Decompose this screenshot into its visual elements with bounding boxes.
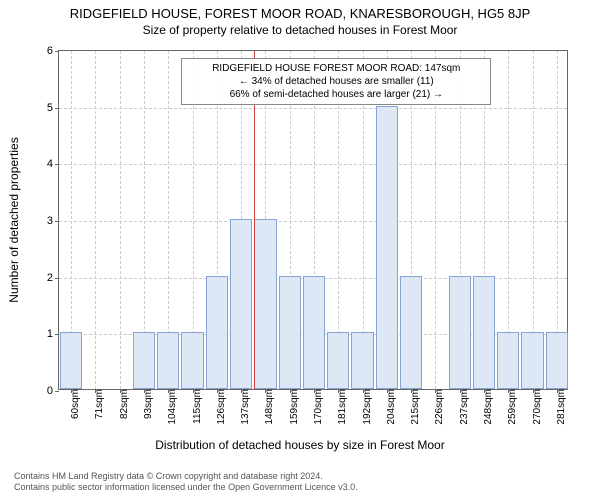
bar (449, 276, 471, 389)
bar (181, 332, 203, 389)
y-axis-label: Number of detached properties (7, 137, 21, 302)
x-tick-label: 226sqm (430, 389, 445, 425)
x-tick-label: 237sqm (455, 389, 470, 425)
annotation-box: RIDGEFIELD HOUSE FOREST MOOR ROAD: 147sq… (181, 58, 491, 105)
bar (254, 219, 276, 389)
x-tick-label: 126sqm (212, 389, 227, 425)
x-tick-label: 93sqm (139, 389, 154, 419)
x-tick-label: 71sqm (90, 389, 105, 419)
bar (521, 332, 543, 389)
bar (206, 276, 228, 389)
y-tick-mark (55, 51, 59, 52)
x-tick-label: 270sqm (528, 389, 543, 425)
y-tick-mark (55, 278, 59, 279)
x-tick-label: 281sqm (552, 389, 567, 425)
page-title: RIDGEFIELD HOUSE, FOREST MOOR ROAD, KNAR… (0, 0, 600, 21)
bar (60, 332, 82, 389)
y-tick-mark (55, 164, 59, 165)
x-axis-label: Distribution of detached houses by size … (0, 438, 600, 452)
bar (303, 276, 325, 389)
y-tick-mark (55, 221, 59, 222)
bar (327, 332, 349, 389)
x-tick-label: 159sqm (285, 389, 300, 425)
x-tick-label: 181sqm (333, 389, 348, 425)
footer-line-1: Contains HM Land Registry data © Crown c… (14, 471, 358, 483)
x-tick-label: 148sqm (260, 389, 275, 425)
bar (230, 219, 252, 389)
bar (473, 276, 495, 389)
grid-line-h (59, 108, 567, 109)
x-tick-label: 215sqm (406, 389, 421, 425)
y-tick-mark (55, 334, 59, 335)
page-subtitle: Size of property relative to detached ho… (0, 21, 600, 37)
y-tick-mark (55, 391, 59, 392)
x-tick-label: 204sqm (382, 389, 397, 425)
footer-attribution: Contains HM Land Registry data © Crown c… (14, 471, 358, 494)
bar (376, 106, 398, 389)
x-tick-label: 104sqm (163, 389, 178, 425)
x-tick-label: 115sqm (188, 389, 203, 424)
x-tick-label: 60sqm (66, 389, 81, 419)
bar (546, 332, 568, 389)
x-tick-label: 259sqm (503, 389, 518, 425)
bar (497, 332, 519, 389)
plot-area: 012345660sqm71sqm82sqm93sqm104sqm115sqm1… (58, 50, 568, 390)
chart-container: RIDGEFIELD HOUSE, FOREST MOOR ROAD, KNAR… (0, 0, 600, 500)
footer-line-2: Contains public sector information licen… (14, 482, 358, 494)
grid-line-v (120, 51, 121, 389)
x-tick-label: 192sqm (358, 389, 373, 425)
bar (400, 276, 422, 389)
annotation-line-2: ← 34% of detached houses are smaller (11… (188, 75, 484, 88)
bar (279, 276, 301, 389)
bar (351, 332, 373, 389)
bar (157, 332, 179, 389)
bar (133, 332, 155, 389)
x-tick-label: 170sqm (309, 389, 324, 425)
x-tick-label: 137sqm (236, 389, 251, 425)
x-tick-label: 82sqm (115, 389, 130, 419)
x-tick-label: 248sqm (479, 389, 494, 425)
grid-line-h (59, 221, 567, 222)
grid-line-v (95, 51, 96, 389)
grid-line-h (59, 164, 567, 165)
annotation-line-3: 66% of semi-detached houses are larger (… (188, 88, 484, 101)
annotation-line-1: RIDGEFIELD HOUSE FOREST MOOR ROAD: 147sq… (188, 62, 484, 75)
chart-area: 012345660sqm71sqm82sqm93sqm104sqm115sqm1… (58, 50, 568, 390)
y-tick-mark (55, 108, 59, 109)
